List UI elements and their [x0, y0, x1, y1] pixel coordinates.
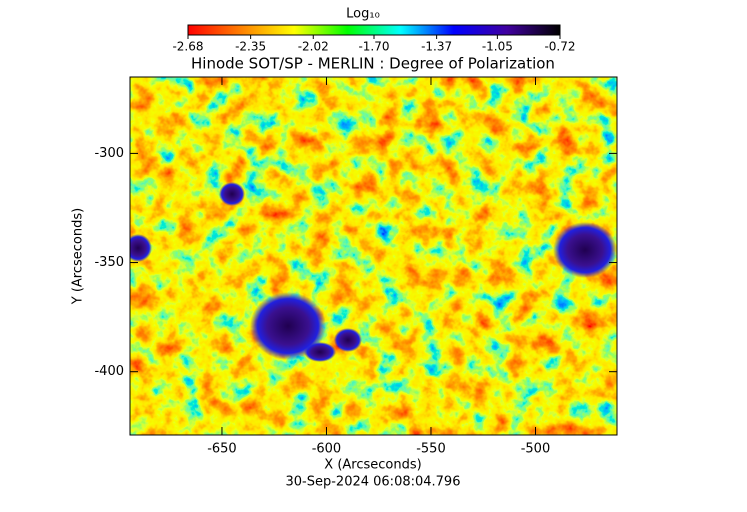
x-tick-label: -550 — [416, 442, 446, 457]
colorbar — [187, 24, 561, 36]
colorbar-tick-label: -0.72 — [544, 40, 575, 54]
x-axis-label: X (Arcseconds) — [324, 458, 421, 473]
chart-title: Hinode SOT/SP - MERLIN : Degree of Polar… — [191, 55, 555, 73]
y-tick-label: -300 — [94, 146, 124, 161]
colorbar-tick-label: -1.70 — [358, 40, 389, 54]
colorbar-tick-label: -1.05 — [482, 40, 513, 54]
x-tick-label: -500 — [521, 442, 551, 457]
x-tick-label: -650 — [207, 442, 237, 457]
plot-frame — [129, 76, 618, 436]
polarization-map — [130, 77, 617, 435]
colorbar-label: Log₁₀ — [346, 7, 380, 22]
colorbar-tick-label: -2.68 — [172, 40, 203, 54]
x-tick-label: -600 — [312, 442, 342, 457]
y-tick-label: -350 — [94, 255, 124, 270]
y-tick-label: -400 — [94, 364, 124, 379]
y-axis-label: Y (Arcseconds) — [71, 208, 86, 305]
timestamp: 30-Sep-2024 06:08:04.796 — [286, 475, 461, 490]
colorbar-tick-label: -2.02 — [298, 40, 329, 54]
colorbar-tick-label: -1.37 — [421, 40, 452, 54]
colorbar-tick-label: -2.35 — [235, 40, 266, 54]
